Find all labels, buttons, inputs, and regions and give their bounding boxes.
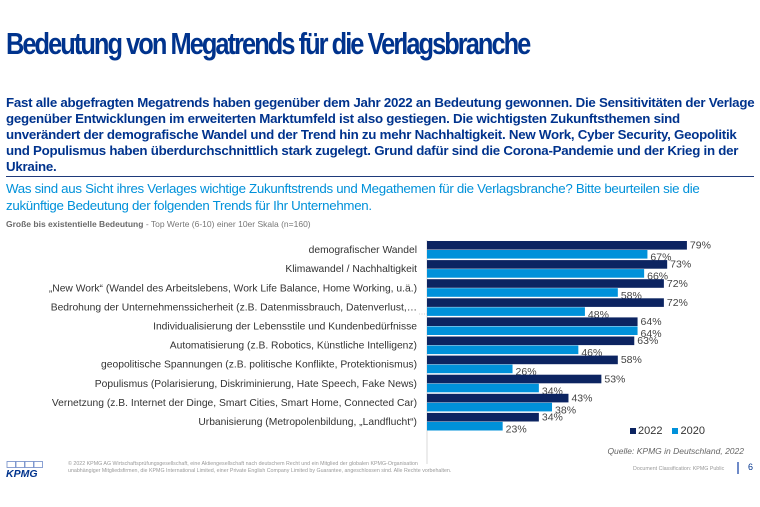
category-label: Populismus (Polarisierung, Diskriminieru… bbox=[95, 379, 417, 390]
data-label-2022: 79% bbox=[690, 240, 711, 252]
bar-2020 bbox=[427, 326, 638, 335]
data-label-2022: 72% bbox=[667, 297, 688, 309]
data-label-2022: 58% bbox=[621, 354, 642, 366]
bar-chart: demografischer Wandel 79%67%Klimawandel /… bbox=[49, 240, 711, 464]
copyright-line-2: unabhängiger Mitgliedsfirmen, die KPMG I… bbox=[68, 468, 452, 474]
legend-swatch-2022 bbox=[630, 428, 636, 435]
bar-2022 bbox=[427, 260, 668, 269]
category-label: Klimawandel / Nachhaltigkeit bbox=[285, 264, 417, 275]
bar-2020 bbox=[427, 364, 513, 374]
data-label-2022: 53% bbox=[604, 373, 625, 385]
data-label-2022: 64% bbox=[641, 316, 662, 328]
survey-question: Was sind aus Sicht ihres Verlages wichti… bbox=[6, 181, 700, 213]
bar-2020 bbox=[427, 307, 585, 316]
data-label-2022: 73% bbox=[670, 259, 691, 271]
category-label: Urbanisierung (Metropolenbildung, „Landf… bbox=[198, 417, 417, 428]
data-label-2022: 63% bbox=[637, 335, 658, 347]
chart-subtitle-rest: - Top Werte (6-10) einer 10er Skala (n=1… bbox=[143, 219, 311, 229]
category-label: geopolitische Spannungen (z.B. politisch… bbox=[101, 360, 417, 371]
bar-2020 bbox=[427, 345, 579, 355]
bar-2022 bbox=[427, 355, 618, 365]
legend-item-2020: 2020 bbox=[672, 425, 705, 437]
page-title: Bedeutung von Megatrends für die Verlags… bbox=[6, 26, 531, 61]
bar-2020 bbox=[427, 250, 648, 259]
page-number-separator bbox=[737, 462, 739, 474]
summary-text: Fast alle abgefragten Megatrends haben g… bbox=[6, 95, 755, 174]
legend-item-2022: 2022 bbox=[630, 425, 662, 437]
page-number: 6 bbox=[748, 462, 754, 472]
data-label-2022: 34% bbox=[542, 412, 563, 424]
data-label-2022: 43% bbox=[571, 392, 592, 404]
bar-2022 bbox=[427, 412, 539, 422]
legend-label-2020: 2020 bbox=[680, 425, 705, 437]
category-label: Automatisierung (z.B. Robotics, Künstlic… bbox=[170, 341, 417, 352]
divider bbox=[6, 176, 754, 177]
bar-2020 bbox=[427, 402, 553, 412]
category-label: Bedrohung der Unternehmenssicherheit (z.… bbox=[51, 302, 417, 313]
category-label: demografischer Wandel bbox=[309, 245, 417, 256]
kpmg-logo: KPMG bbox=[6, 461, 46, 484]
copyright-notice: © 2022 KPMG AG Wirtschaftsprüfungsgesell… bbox=[68, 461, 451, 475]
category-label: „New Work“ (Wandel des Arbeitslebens, Wo… bbox=[49, 283, 417, 294]
data-label-2022: 72% bbox=[667, 278, 688, 290]
bar-2020 bbox=[427, 421, 503, 431]
legend-label-2022: 2022 bbox=[638, 425, 663, 437]
source-note: Quelle: KPMG in Deutschland, 2022 bbox=[607, 446, 744, 456]
bar-2022 bbox=[427, 374, 602, 384]
chart-subtitle-bold: Große bis existentielle Bedeutung bbox=[6, 219, 144, 229]
bar-2020 bbox=[427, 288, 618, 297]
category-label: Vernetzung (z.B. Internet der Dinge, Sma… bbox=[52, 398, 417, 409]
bar-2022 bbox=[427, 393, 569, 403]
data-label-2020: 64% bbox=[641, 328, 662, 340]
bar-2022 bbox=[427, 279, 664, 288]
legend-swatch-2020 bbox=[672, 428, 679, 435]
copyright-line-1: © 2022 KPMG AG Wirtschaftsprüfungsgesell… bbox=[68, 461, 418, 467]
data-label-2020: 38% bbox=[555, 404, 576, 416]
chart-subtitle: Große bis existentielle Bedeutung - Top … bbox=[6, 219, 311, 229]
bar-2022 bbox=[427, 298, 664, 307]
bar-2022 bbox=[427, 241, 687, 250]
bar-2022 bbox=[427, 317, 638, 326]
document-classification: Document Classification: KPMG Public bbox=[633, 466, 725, 472]
category-label: Individualisierung der Lebensstile und K… bbox=[153, 322, 417, 333]
kpmg-logo-text: KPMG bbox=[6, 468, 38, 479]
bar-2022 bbox=[427, 336, 635, 346]
chart-legend: 2022 2020 bbox=[630, 425, 705, 437]
bar-2020 bbox=[427, 269, 645, 278]
data-label-2020: 23% bbox=[506, 424, 527, 436]
bar-2020 bbox=[427, 383, 539, 393]
